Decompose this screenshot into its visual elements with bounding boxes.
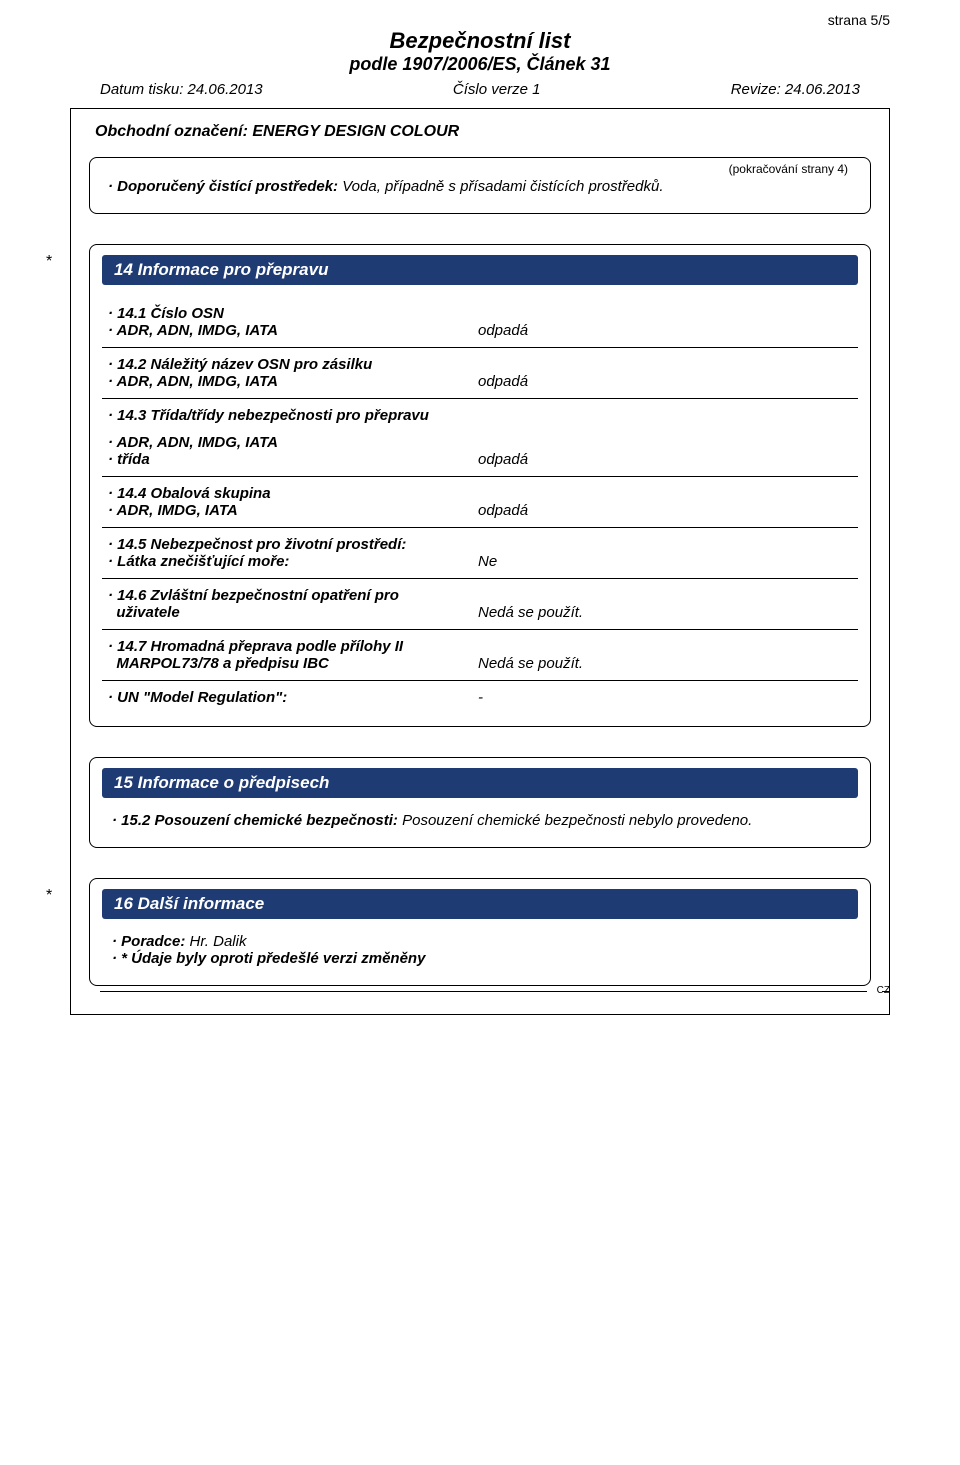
box-section-16: 16 Další informace · Poradce: Hr. Dalik … <box>89 878 871 986</box>
heading-14-1: · 14.1 Číslo OSN <box>108 305 478 322</box>
label-14-3a: · ADR, ADN, IMDG, IATA <box>108 434 478 451</box>
print-date-value: 24.06.2013 <box>188 81 263 98</box>
print-date: Datum tisku: 24.06.2013 <box>100 81 263 98</box>
group-14-5: · 14.5 Nebezpečnost pro životní prostřed… <box>102 528 858 579</box>
heading-14-7b: MARPOL73/78 a předpisu IBC <box>108 655 478 672</box>
cz-rule-right <box>882 991 890 992</box>
cleaning-agent-value: Voda, případně s přísadami čistících pro… <box>342 178 663 195</box>
trade-name-value: ENERGY DESIGN COLOUR <box>252 123 459 140</box>
box-section-14: 14 Informace pro přepravu · 14.1 Číslo O… <box>89 244 871 727</box>
label-14-3b: · třída <box>108 451 478 468</box>
group-14-4: · 14.4 Obalová skupina · ADR, IMDG, IATA… <box>102 477 858 528</box>
value-14-1: odpadá <box>478 322 528 339</box>
advisor-value: Hr. Dalik <box>190 933 247 950</box>
value-14-2: odpadá <box>478 373 528 390</box>
heading-14-3: · 14.3 Třída/třídy nebezpečnosti pro pře… <box>108 407 478 424</box>
advisor-row: · Poradce: Hr. Dalik <box>112 933 848 950</box>
heading-14-5: · 14.5 Nebezpečnost pro životní prostřed… <box>108 536 478 553</box>
group-14-3: · 14.3 Třída/třídy nebezpečnosti pro pře… <box>102 399 858 477</box>
revision: Revize: 24.06.2013 <box>731 81 860 98</box>
document-title: Bezpečnostní list <box>0 28 960 54</box>
meta-row: Datum tisku: 24.06.2013 Číslo verze 1 Re… <box>0 75 960 98</box>
section-16-title: 16 Další informace <box>102 889 858 919</box>
group-14-1: · 14.1 Číslo OSN · ADR, ADN, IMDG, IATAo… <box>102 297 858 348</box>
version-value: 1 <box>532 81 540 98</box>
section-14-body: · 14.1 Číslo OSN · ADR, ADN, IMDG, IATAo… <box>102 297 858 714</box>
section-15-label: · 15.2 Posouzení chemické bezpečnosti: <box>112 812 402 829</box>
label-14-4: · ADR, IMDG, IATA <box>108 502 478 519</box>
print-date-label: Datum tisku: <box>100 81 188 98</box>
trade-name-label: Obchodní označení: <box>95 123 252 140</box>
section-16-body: · Poradce: Hr. Dalik · * Údaje byly opro… <box>102 919 858 973</box>
value-14-6: Nedá se použít. <box>478 604 583 621</box>
section-15-value: Posouzení chemické bezpečnosti nebylo pr… <box>402 812 752 829</box>
revision-value: 24.06.2013 <box>785 81 860 98</box>
heading-14-7a: · 14.7 Hromadná přeprava podle přílohy I… <box>108 638 478 655</box>
change-note: · * Údaje byly oproti předešlé verzi změ… <box>112 950 848 967</box>
label-14-5: · Látka znečišťující moře: <box>108 553 478 570</box>
version: Číslo verze 1 <box>453 81 541 98</box>
section-15-body: · 15.2 Posouzení chemické bezpečnosti: P… <box>102 798 858 835</box>
revision-label: Revize: <box>731 81 785 98</box>
box-cleaning: (pokračování strany 4) · Doporučený čist… <box>89 157 871 214</box>
heading-14-2: · 14.2 Náležitý název OSN pro zásilku <box>108 356 478 373</box>
section-14-title: 14 Informace pro přepravu <box>102 255 858 285</box>
group-14-6: · 14.6 Zvláštní bezpečnostní opatření pr… <box>102 579 858 630</box>
cleaning-agent-row: · Doporučený čistící prostředek: Voda, p… <box>102 178 858 201</box>
version-label: Číslo verze <box>453 81 532 98</box>
box-section-15: 15 Informace o předpisech · 15.2 Posouze… <box>89 757 871 848</box>
heading-14-4: · 14.4 Obalová skupina <box>108 485 478 502</box>
group-14-8: · UN "Model Regulation":- <box>102 681 858 714</box>
advisor-label: · Poradce: <box>112 933 190 950</box>
group-14-7: · 14.7 Hromadná přeprava podle přílohy I… <box>102 630 858 681</box>
cleaning-agent-label: · Doporučený čistící prostředek: <box>108 178 342 195</box>
value-14-3: odpadá <box>478 451 528 468</box>
cz-rule-left <box>100 991 867 992</box>
label-14-1: · ADR, ADN, IMDG, IATA <box>108 322 478 339</box>
trade-name: Obchodní označení: ENERGY DESIGN COLOUR <box>89 123 871 141</box>
label-14-2: · ADR, ADN, IMDG, IATA <box>108 373 478 390</box>
value-14-8: - <box>478 689 483 706</box>
value-14-7: Nedá se použít. <box>478 655 583 672</box>
continuation-note: (pokračování strany 4) <box>102 162 858 176</box>
heading-14-6b: uživatele <box>108 604 478 621</box>
document-header: Bezpečnostní list podle 1907/2006/ES, Čl… <box>0 0 960 75</box>
page-number: strana 5/5 <box>828 12 890 28</box>
section-15-title: 15 Informace o předpisech <box>102 768 858 798</box>
value-14-5: Ne <box>478 553 497 570</box>
group-14-2: · 14.2 Náležitý název OSN pro zásilku · … <box>102 348 858 399</box>
label-14-8: · UN "Model Regulation": <box>108 689 478 706</box>
document-subtitle: podle 1907/2006/ES, Článek 31 <box>0 54 960 75</box>
heading-14-6a: · 14.6 Zvláštní bezpečnostní opatření pr… <box>108 587 478 604</box>
main-frame: Obchodní označení: ENERGY DESIGN COLOUR … <box>70 108 890 1015</box>
value-14-4: odpadá <box>478 502 528 519</box>
